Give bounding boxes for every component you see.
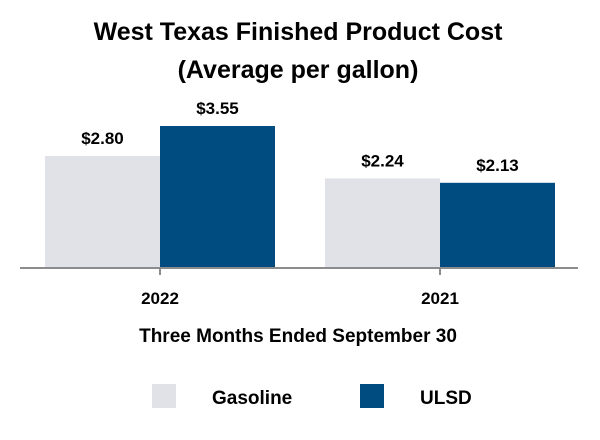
legend-label-gasoline: Gasoline — [212, 388, 292, 409]
value-label-gasoline-2022: $2.80 — [81, 129, 124, 148]
chart-title: West Texas Finished Product Cost — [94, 18, 504, 46]
bar-ulsd-2022 — [160, 126, 275, 268]
bars-group — [45, 126, 555, 268]
legend-label-ulsd: ULSD — [420, 388, 472, 409]
tick-labels-group: 2022 2021 — [141, 289, 459, 308]
value-label-gasoline-2021: $2.24 — [361, 151, 404, 170]
legend: Gasoline ULSD — [152, 384, 472, 409]
tick-label-2021: 2021 — [421, 289, 459, 308]
bar-ulsd-2021 — [440, 182, 555, 268]
legend-swatch-ulsd — [360, 384, 384, 408]
bar-gasoline-2021 — [325, 178, 440, 268]
tick-marks-group — [159, 268, 441, 275]
value-labels-group: $2.80 $3.55 $2.24 $2.13 — [81, 99, 519, 175]
tick-label-2022: 2022 — [141, 289, 179, 308]
legend-swatch-gasoline — [152, 384, 176, 408]
x-axis-title: Three Months Ended September 30 — [139, 326, 457, 347]
bar-gasoline-2022 — [45, 156, 160, 268]
value-label-ulsd-2022: $3.55 — [196, 99, 239, 118]
chart-subtitle: (Average per gallon) — [178, 56, 419, 84]
value-label-ulsd-2021: $2.13 — [476, 156, 519, 175]
